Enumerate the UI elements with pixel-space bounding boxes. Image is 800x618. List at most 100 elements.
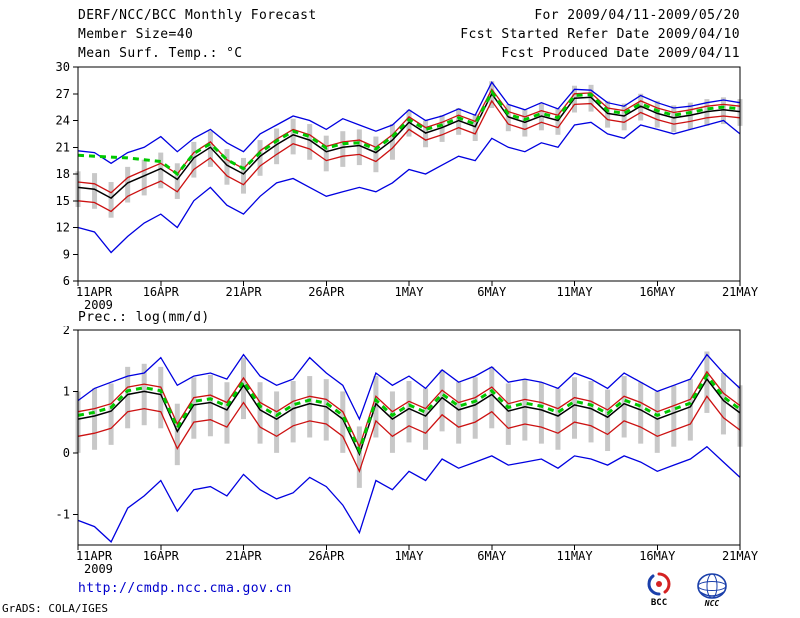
spread-bar (621, 376, 627, 438)
spread-bar (505, 383, 511, 445)
spread-bar (720, 373, 726, 435)
series-mean-black (77, 92, 741, 200)
svg-text:11MAY: 11MAY (556, 549, 593, 563)
spread-bar (158, 366, 164, 429)
svg-text:9: 9 (63, 247, 70, 261)
svg-text:26APR: 26APR (308, 549, 345, 563)
svg-text:2009: 2009 (84, 298, 113, 312)
spread-bar (141, 159, 147, 196)
svg-text:11APR: 11APR (76, 549, 113, 563)
svg-text:1: 1 (63, 384, 70, 398)
svg-text:0: 0 (63, 446, 70, 460)
spread-bar (489, 366, 495, 429)
spread-bar (505, 104, 511, 132)
spread-bar (654, 100, 660, 128)
spread-bar (207, 131, 213, 167)
spread-bar (638, 382, 644, 444)
svg-text:1MAY: 1MAY (395, 285, 425, 299)
fcst-produced-label: Fcst Produced Date 2009/04/11 (501, 46, 740, 61)
spread-bar (638, 93, 644, 121)
series-red-lower (77, 395, 741, 474)
spread-bar (125, 166, 131, 203)
spread-bar (125, 366, 131, 429)
spread-bar (290, 380, 296, 443)
spread-bar (373, 376, 379, 438)
spread-bar (224, 149, 230, 185)
svg-text:-1: -1 (56, 507, 70, 521)
spread-bar (224, 382, 230, 444)
spread-bar (522, 379, 528, 441)
spread-bar (522, 109, 528, 137)
bcc-logo-icon: BCC (647, 572, 671, 608)
svg-text:16MAY: 16MAY (639, 549, 676, 563)
spread-bar (241, 157, 246, 194)
svg-text:6MAY: 6MAY (477, 285, 507, 299)
svg-text:16MAY: 16MAY (639, 285, 676, 299)
temp-panel-title: Mean Surf. Temp.: °C (78, 46, 243, 61)
fcst-started-label: Fcst Started Refer Date 2009/04/10 (460, 27, 740, 42)
spread-bar (555, 388, 561, 450)
forecast-title: DERF/NCC/BCC Monthly Forecast (78, 8, 317, 23)
spread-bar (389, 124, 395, 160)
svg-text:21MAY: 21MAY (722, 285, 759, 299)
spread-bar (158, 152, 164, 189)
series-blue-lower (77, 445, 741, 543)
spread-bar (108, 383, 114, 445)
spread-bar (456, 108, 462, 135)
svg-text:15: 15 (56, 194, 70, 208)
spread-bar (538, 382, 544, 444)
spread-bar (472, 377, 478, 439)
series-red-lower (77, 99, 741, 213)
svg-text:BCC: BCC (651, 598, 667, 608)
spread-bar (340, 131, 346, 167)
spread-bar (191, 141, 197, 178)
spread-bar (423, 120, 429, 148)
svg-text:11MAY: 11MAY (556, 285, 593, 299)
spread-bar (340, 391, 346, 453)
series-blue-upper (77, 353, 741, 421)
spread-bar (605, 389, 611, 452)
spread-bar (704, 99, 710, 126)
precip-panel-title: Prec.: log(mm/d) (78, 310, 210, 325)
spread-bar (671, 385, 677, 447)
spread-bar (605, 100, 611, 128)
spread-bar (720, 97, 726, 125)
grads-credit: GrADS: COLA/IGES (2, 602, 108, 615)
svg-text:11APR: 11APR (76, 285, 113, 299)
svg-text:21APR: 21APR (225, 285, 262, 299)
spread-bar (241, 357, 246, 420)
spread-bar (274, 391, 280, 453)
spread-bar (323, 379, 329, 441)
spread-bar (621, 103, 627, 131)
spread-bar (472, 114, 478, 142)
svg-text:18: 18 (56, 167, 70, 181)
member-size-label: Member Size=40 (78, 27, 194, 42)
spread-bar (323, 135, 329, 172)
logo-group: BCC NCC (640, 570, 736, 608)
spread-bar (654, 391, 660, 453)
spread-bar (108, 182, 114, 218)
spread-bar (439, 369, 445, 432)
forecast-range-label: For 2009/04/11-2009/05/20 (534, 8, 740, 23)
spread-bar (141, 363, 147, 426)
svg-text:26APR: 26APR (308, 285, 345, 299)
spread-bar (92, 173, 98, 209)
spread-bar (588, 380, 594, 443)
svg-text:21: 21 (56, 140, 70, 154)
svg-text:6MAY: 6MAY (477, 549, 507, 563)
svg-text:21MAY: 21MAY (722, 549, 759, 563)
svg-text:12: 12 (56, 221, 70, 235)
svg-text:6: 6 (63, 274, 70, 288)
spread-bar (373, 136, 379, 173)
spread-bar (456, 382, 462, 444)
svg-text:16APR: 16APR (143, 549, 180, 563)
svg-text:2: 2 (63, 326, 70, 337)
spread-bar (356, 426, 362, 488)
spread-bar (704, 351, 710, 413)
series-mean-black (77, 377, 741, 457)
spread-bar (290, 118, 296, 155)
series-blue-upper (77, 80, 741, 165)
svg-text:21APR: 21APR (225, 549, 262, 563)
svg-text:27: 27 (56, 87, 70, 101)
